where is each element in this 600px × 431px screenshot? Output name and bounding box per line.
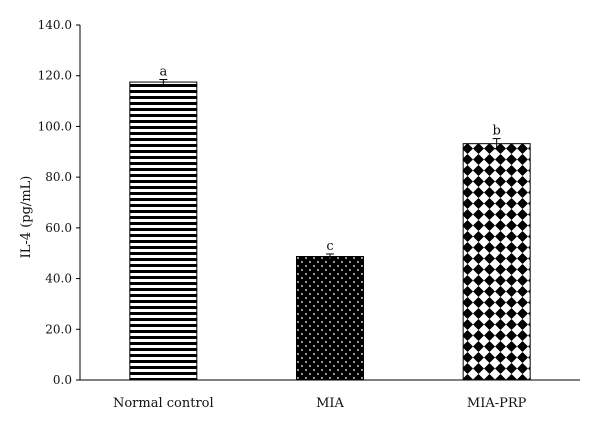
significance-letter: c [326,239,333,254]
x-category-label: MIA-PRP [467,396,527,411]
bar [129,81,198,381]
y-tick-label: 120.0 [38,69,72,83]
bar [296,256,364,381]
y-tick-label: 80.0 [45,170,72,184]
y-axis-title: IL-4 (pg/mL) [19,176,34,259]
x-axis-labels: Normal control MIA MIA-PRP [113,396,527,411]
y-tick-label: 140.0 [38,18,72,32]
bars-group: a c b [129,65,531,381]
y-axis-ticks: 0.0 20.0 40.0 60.0 80.0 100.0 120.0 140.0 [38,18,80,387]
x-category-label: MIA [316,396,344,411]
x-category-label: Normal control [113,396,214,411]
bar-group: c [296,239,364,381]
y-tick-label: 40.0 [45,272,72,286]
error-bar [159,79,168,86]
bar-group: a [129,65,198,381]
y-tick-label: 60.0 [45,221,72,235]
significance-letter: a [159,65,167,80]
y-tick-label: 100.0 [38,119,72,133]
significance-letter: b [493,124,501,139]
y-tick-label: 20.0 [45,322,72,336]
bar [462,143,531,381]
y-tick-label: 0.0 [53,373,72,387]
error-bar [326,253,334,260]
bar-group: b [462,124,531,381]
error-bar [492,138,501,150]
